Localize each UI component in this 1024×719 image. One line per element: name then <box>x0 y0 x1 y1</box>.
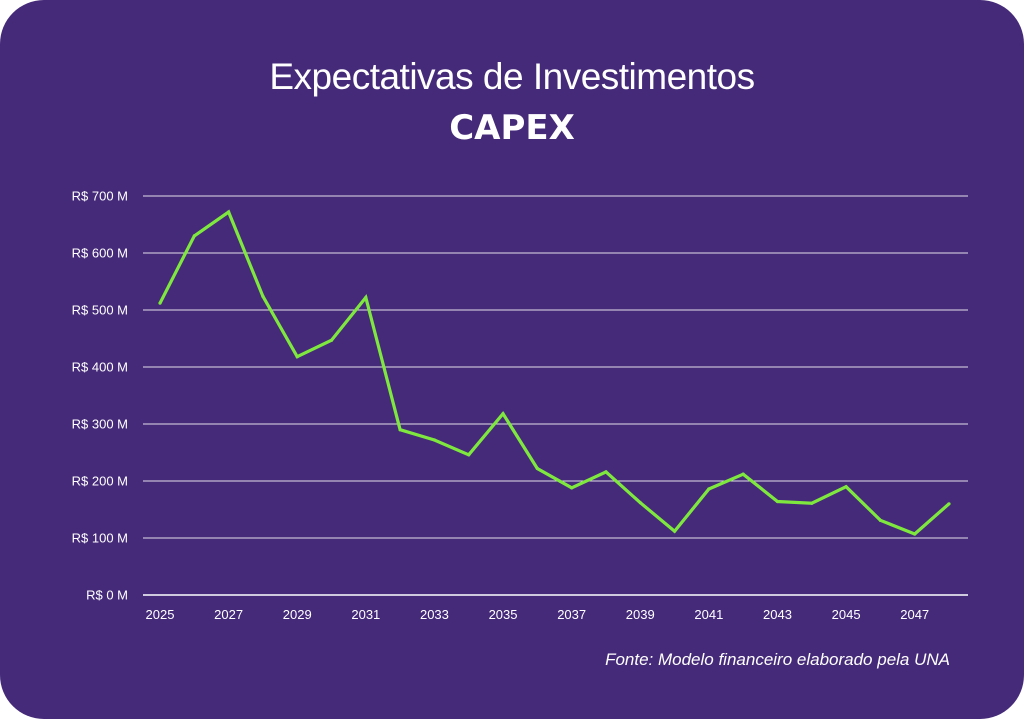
data-point <box>364 295 368 300</box>
data-point <box>672 529 677 533</box>
y-tick-label: R$ 100 M <box>72 531 128 546</box>
x-tick-label: 2047 <box>900 607 929 622</box>
y-tick-label: R$ 400 M <box>72 360 128 375</box>
data-point <box>501 412 505 416</box>
data-point <box>158 301 162 305</box>
y-axis-ticks: R$ 0 M R$ 100 M R$ 200 M R$ 300 M R$ 400 M R$… <box>72 189 128 603</box>
x-tick-label: 2031 <box>351 607 380 622</box>
series-line <box>158 209 951 536</box>
data-point <box>398 428 402 432</box>
x-tick-label: 2029 <box>283 607 312 622</box>
y-tick-label: R$ 600 M <box>72 246 128 261</box>
source-note: Fonte: Modelo financeiro elaborado pela … <box>605 650 950 669</box>
x-tick-label: 2037 <box>557 607 586 622</box>
y-tick-label: R$ 200 M <box>72 474 128 489</box>
data-point <box>535 466 539 471</box>
x-tick-label: 2025 <box>146 607 175 622</box>
data-point <box>295 355 299 359</box>
x-tick-label: 2041 <box>694 607 723 622</box>
y-tick-label: R$ 500 M <box>72 303 128 318</box>
x-axis-ticks: 2025 2027 2029 2031 2033 2035 2037 2039 2041 2043… <box>146 607 930 622</box>
y-tick-label: R$ 0 M <box>86 588 128 603</box>
data-point <box>227 210 231 214</box>
x-tick-label: 2045 <box>832 607 861 622</box>
grid-lines <box>143 195 968 596</box>
y-tick-label: R$ 300 M <box>72 417 128 432</box>
x-tick-label: 2027 <box>214 607 243 622</box>
data-point <box>878 518 882 522</box>
data-point <box>775 499 780 504</box>
data-point <box>192 234 196 238</box>
chart-title: Expectativas de Investimentos <box>269 56 755 97</box>
chart-subtitle: CAPEX <box>449 108 575 148</box>
x-tick-label: 2039 <box>626 607 655 622</box>
series-layer <box>158 209 951 536</box>
data-point <box>913 532 917 536</box>
data-point <box>432 438 437 442</box>
data-point <box>604 470 608 474</box>
data-point <box>741 472 745 476</box>
data-point <box>844 485 848 489</box>
x-tick-label: 2033 <box>420 607 449 622</box>
data-point <box>261 294 265 298</box>
data-point <box>467 453 471 457</box>
data-point <box>329 338 334 342</box>
data-point <box>570 486 574 490</box>
x-tick-label: 2043 <box>763 607 792 622</box>
data-point <box>947 502 951 506</box>
data-point <box>810 501 814 505</box>
data-point <box>707 487 711 491</box>
y-tick-label: R$ 700 M <box>72 189 128 204</box>
x-tick-label: 2035 <box>489 607 518 622</box>
data-point <box>638 501 642 505</box>
